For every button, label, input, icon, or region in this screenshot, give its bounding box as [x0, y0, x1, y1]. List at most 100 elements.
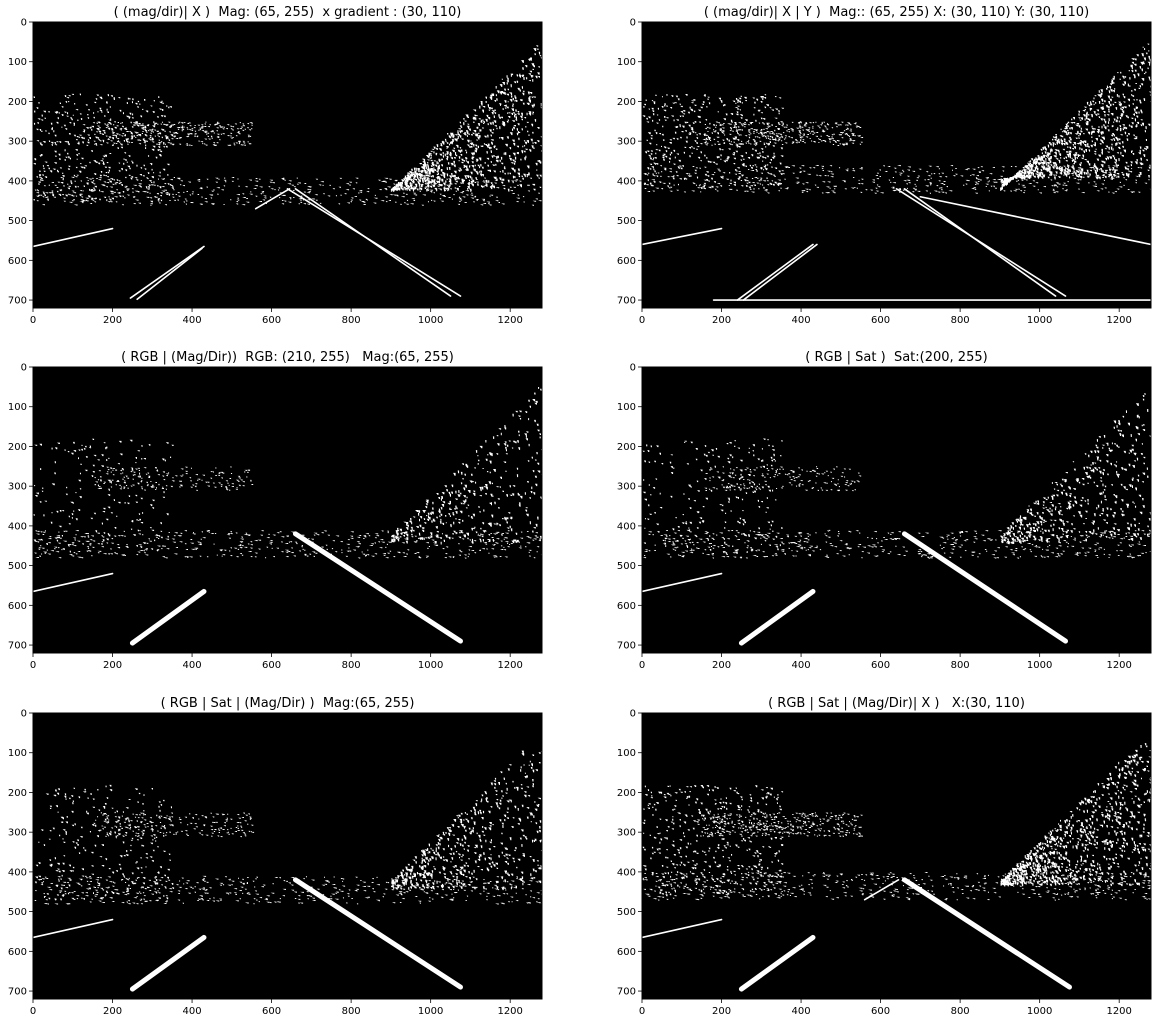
panel-title: ( RGB | (Mag/Dir)) RGB: (210, 255) Mag:(…	[121, 350, 454, 365]
y-tick-label: 700	[617, 641, 636, 652]
x-tick-label: 1000	[1027, 315, 1052, 326]
axes-frame	[641, 366, 1152, 654]
y-tick-label: 100	[617, 748, 636, 759]
y-tick-label: 200	[8, 788, 27, 799]
lane-line	[129, 934, 207, 992]
x-tick-label: 400	[183, 1006, 202, 1017]
lane-line	[129, 245, 205, 299]
lane-line	[292, 531, 463, 644]
image-content	[642, 393, 1151, 646]
axes-frame	[641, 712, 1152, 1000]
y-tick-label: 300	[617, 137, 636, 148]
x-tick-label: 800	[951, 660, 970, 671]
image-content	[33, 741, 542, 992]
x-tick-label: 200	[712, 1006, 731, 1017]
panel-1: 0 200 400 600 800 1000 1200 0 100 200 300 400 500 600…	[8, 5, 543, 326]
y-tick-label: 600	[617, 947, 636, 958]
lane-line	[294, 188, 452, 297]
lane-line	[292, 877, 463, 990]
lane-line	[33, 227, 114, 248]
lane-line	[642, 227, 723, 246]
y-tick-label: 100	[617, 402, 636, 413]
panel-2: 0 200 400 600 800 1000 1200 0 100 200 300 400 500 600…	[617, 5, 1152, 326]
x-tick-label: 800	[342, 315, 361, 326]
y-tick-label: 600	[617, 256, 636, 267]
y-tick-label: 0	[21, 363, 27, 374]
lane-line	[736, 243, 814, 301]
x-tick-label: 400	[183, 660, 202, 671]
y-tick-label: 700	[617, 987, 636, 998]
lane-line	[738, 934, 816, 992]
x-tick-label: 0	[30, 315, 36, 326]
y-tick-label: 200	[8, 442, 27, 453]
lane-line	[254, 188, 291, 210]
y-tick-label: 400	[617, 521, 636, 532]
axes-frame	[32, 21, 543, 309]
y-tick-label: 600	[617, 601, 636, 612]
panel-4: 0 200 400 600 800 1000 1200 0 100 200 300 400 500 600…	[617, 350, 1152, 671]
lane-line	[642, 572, 723, 593]
y-tick-label: 300	[8, 482, 27, 493]
panel-title: ( RGB | Sat | (Mag/Dir)| X ) X:(30, 110)	[768, 696, 1025, 711]
x-tick-label: 0	[639, 1006, 645, 1017]
image-background	[642, 22, 1151, 308]
x-tick-label: 1000	[418, 660, 443, 671]
y-tick-label: 0	[630, 709, 636, 720]
y-tick-label: 0	[630, 18, 636, 29]
x-tick-label: 200	[712, 315, 731, 326]
x-tick-label: 0	[639, 660, 645, 671]
y-tick-label: 300	[8, 828, 27, 839]
x-tick-label: 0	[30, 1006, 36, 1017]
y-tick-label: 500	[617, 907, 636, 918]
y-tick-label: 300	[8, 137, 27, 148]
x-tick-label: 1000	[1027, 1006, 1052, 1017]
lane-line	[642, 918, 723, 939]
lane-line	[863, 879, 900, 901]
y-tick-label: 400	[617, 867, 636, 878]
x-tick-label: 400	[183, 315, 202, 326]
lane-line	[136, 247, 203, 301]
y-tick-label: 500	[8, 907, 27, 918]
x-tick-label: 1200	[1106, 1006, 1131, 1017]
y-tick-label: 200	[617, 788, 636, 799]
y-tick-label: 500	[8, 561, 27, 572]
edge-noise	[33, 387, 542, 559]
x-tick-label: 1200	[1106, 315, 1131, 326]
y-tick-label: 100	[8, 402, 27, 413]
image-background	[642, 713, 1151, 999]
x-tick-label: 200	[103, 315, 122, 326]
x-tick-label: 600	[262, 1006, 281, 1017]
x-tick-label: 1200	[1106, 660, 1131, 671]
x-tick-label: 400	[792, 1006, 811, 1017]
y-tick-label: 700	[8, 987, 27, 998]
panel-title: ( RGB | Sat ) Sat:(200, 255)	[805, 350, 987, 365]
y-tick-label: 100	[617, 57, 636, 68]
image-content	[33, 387, 542, 646]
y-tick-label: 100	[8, 57, 27, 68]
y-tick-label: 300	[617, 482, 636, 493]
y-tick-label: 700	[617, 296, 636, 307]
lane-line	[903, 188, 1057, 297]
x-tick-label: 0	[639, 315, 645, 326]
lane-line	[738, 588, 816, 646]
y-tick-label: 200	[617, 442, 636, 453]
x-tick-label: 1000	[1027, 660, 1052, 671]
y-tick-label: 600	[8, 601, 27, 612]
x-tick-label: 600	[871, 660, 890, 671]
x-tick-label: 800	[342, 660, 361, 671]
x-tick-label: 200	[103, 1006, 122, 1017]
lane-line	[919, 195, 1151, 246]
lane-line	[129, 588, 207, 646]
panel-5: 0 200 400 600 800 1000 1200 0 100 200 300 400 500 600…	[8, 696, 543, 1017]
image-content	[642, 743, 1151, 992]
image-background	[642, 367, 1151, 653]
axes-frame	[32, 712, 543, 1000]
y-tick-label: 700	[8, 296, 27, 307]
edge-noise	[642, 393, 1151, 559]
lane-line	[901, 877, 1072, 990]
image-background	[33, 713, 542, 999]
y-tick-label: 200	[617, 97, 636, 108]
y-tick-label: 500	[8, 216, 27, 227]
x-tick-label: 600	[871, 315, 890, 326]
lane-line	[742, 243, 818, 301]
